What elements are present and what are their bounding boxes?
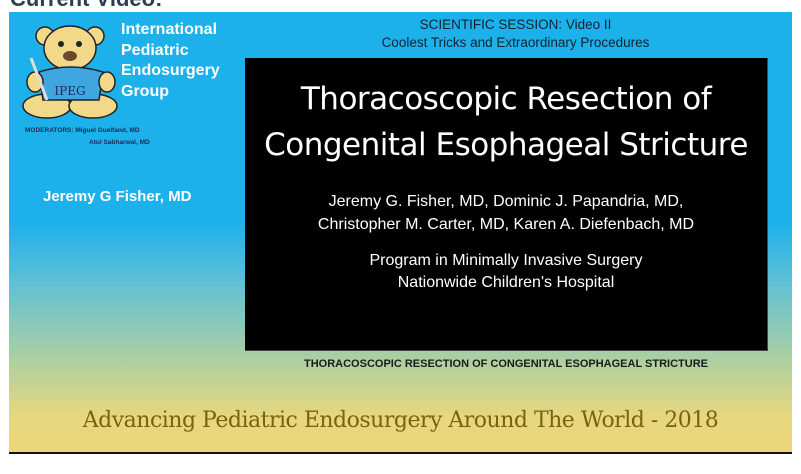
section-heading: Current Video: <box>10 0 162 12</box>
org-line: International <box>121 21 218 38</box>
slide-institution: Program in Minimally Invasive Surgery Na… <box>245 250 767 294</box>
session-info: SCIENTIFIC SESSION: Video II Coolest Tri… <box>254 16 777 52</box>
org-line: Pediatric <box>121 41 189 59</box>
moderators: MODERATORS: Miguel Guelfand, MD Atul Sab… <box>25 125 150 149</box>
author-line: Jeremy G. Fisher, MD, Dominic J. Papandr… <box>328 193 684 210</box>
svg-text:IPEG: IPEG <box>54 84 85 98</box>
session-subtitle: Coolest Tricks and Extraordinary Procedu… <box>381 35 650 50</box>
session-name: SCIENTIFIC SESSION: Video II <box>419 17 612 32</box>
title-line: Congenital Esophageal Stricture <box>264 127 748 163</box>
slide-authors: Jeremy G. Fisher, MD, Dominic J. Papandr… <box>245 190 767 236</box>
title-slide: Thoracoscopic Resection of Congenital Es… <box>245 58 768 351</box>
presenter-name: Jeremy G Fisher, MD <box>43 188 192 205</box>
video-caption: THORACOSCOPIC RESECTION OF CONGENITAL ES… <box>304 358 708 370</box>
moderator-line: Atul Sabharwal, MD <box>89 139 150 146</box>
ipeg-bear-logo: IPEG <box>22 25 118 119</box>
title-line: Thoracoscopic Resection of <box>300 81 712 117</box>
video-player[interactable]: IPEG International Pediatric Endosurgery… <box>9 12 792 454</box>
org-line: Endosurgery <box>121 62 220 79</box>
author-line: Christopher M. Carter, MD, Karen A. Dief… <box>317 216 695 233</box>
organization-name: International Pediatric Endosurgery Grou… <box>121 20 220 102</box>
institution-line: Nationwide Children's Hospital <box>397 274 615 291</box>
moderator-line: MODERATORS: Miguel Guelfand, MD <box>25 127 140 134</box>
institution-line: Program in Minimally Invasive Surgery <box>369 252 643 269</box>
org-line: Group <box>121 82 169 100</box>
slide-title: Thoracoscopic Resection of Congenital Es… <box>245 76 767 168</box>
tagline: Advancing Pediatric Endosurgery Around T… <box>82 408 719 433</box>
